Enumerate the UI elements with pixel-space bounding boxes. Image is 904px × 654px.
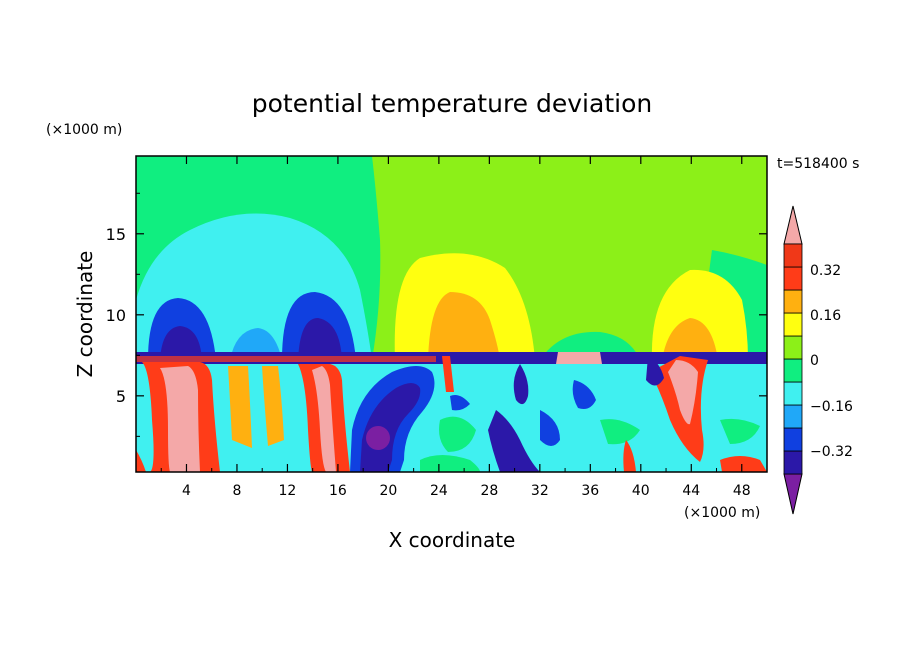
- x-tick-label: 36: [581, 483, 599, 499]
- y-unit-label: (×1000 m): [46, 122, 122, 138]
- colorbar-label: 0.32: [810, 263, 841, 279]
- x-tick-label: 12: [279, 483, 297, 499]
- x-tick-label: 8: [232, 483, 241, 499]
- colorbar-swatch: [783, 335, 803, 360]
- colorbar-extend-low: [783, 473, 803, 515]
- colorbar-swatch: [783, 358, 803, 383]
- region-mid-orange-1: [623, 440, 636, 472]
- x-axis-title: X coordinate: [389, 528, 516, 552]
- region-mid-blue-1: [540, 410, 560, 446]
- region-mid-pink-strip: [556, 352, 602, 364]
- colorbar-swatch: [783, 312, 803, 337]
- region-mid-navy-1: [488, 410, 540, 472]
- x-tick-label: 40: [632, 483, 650, 499]
- region-navy-dome-2: [298, 318, 342, 360]
- colorbar: 0.32 0.16 0 −0.16 −0.32: [783, 205, 853, 515]
- x-tick-label: 28: [480, 483, 498, 499]
- region-bottom-left-orange: [136, 450, 146, 472]
- region-mid-navy-2: [513, 364, 529, 405]
- region-warm-column-3-core: [668, 360, 698, 425]
- contour-field: [136, 156, 767, 472]
- colorbar-swatch: [783, 381, 803, 406]
- region-interface-light: [136, 356, 436, 362]
- region-orange-dome-2: [662, 318, 718, 360]
- region-bottom-mid-green: [420, 455, 480, 472]
- y-axis: 5 10 15: [106, 192, 767, 437]
- x-tick-label: 16: [329, 483, 347, 499]
- colorbar-label: −0.32: [810, 444, 853, 460]
- colorbar-swatch: [783, 404, 803, 429]
- region-purple-core: [366, 426, 390, 450]
- region-right-yellow: [720, 456, 767, 472]
- region-mid-blue-2: [450, 395, 470, 411]
- region-warm-column-1-core: [160, 366, 200, 472]
- colorbar-extend-high: [783, 205, 803, 245]
- y-tick-label: 10: [106, 306, 126, 325]
- region-orange-column-a: [228, 366, 252, 448]
- x-unit-label: (×1000 m): [684, 505, 760, 521]
- x-tick-label: 32: [531, 483, 549, 499]
- colorbar-swatch: [783, 427, 803, 452]
- colorbar-swatch: [783, 289, 803, 314]
- region-mid-orange-spike: [442, 356, 454, 392]
- region-mid-green-1: [439, 416, 476, 452]
- chart-title: potential temperature deviation: [252, 89, 652, 118]
- y-tick-label: 5: [116, 387, 126, 406]
- region-orange-dome-1: [428, 292, 500, 360]
- region-mid-green-2: [600, 419, 640, 445]
- region-mid-blue-3: [572, 380, 596, 409]
- colorbar-label: 0: [810, 353, 819, 369]
- x-tick-label: 24: [430, 483, 448, 499]
- x-tick-label: 20: [379, 483, 397, 499]
- colorbar-swatch: [783, 266, 803, 291]
- region-navy-dome-1: [160, 326, 202, 360]
- region-right-green: [720, 418, 760, 444]
- colorbar-label: −0.16: [810, 399, 853, 415]
- colorbar-swatch: [783, 450, 803, 475]
- x-tick-label: 4: [182, 483, 191, 499]
- region-navy-blob: [360, 383, 421, 472]
- region-warm-column-2-core: [312, 366, 336, 472]
- y-axis-title: Z coordinate: [73, 251, 97, 378]
- x-tick-label: 48: [733, 483, 751, 499]
- x-axis: 4 8 12 16 20 24 28 32 36 40 44 48: [160, 156, 751, 499]
- region-orange-column-b: [262, 366, 284, 446]
- time-label: t=518400 s: [777, 156, 859, 172]
- y-tick-label: 15: [106, 225, 126, 244]
- colorbar-swatch: [783, 243, 803, 268]
- colorbar-label: 0.16: [810, 308, 841, 324]
- x-tick-label: 44: [682, 483, 700, 499]
- region-right-navy: [646, 356, 664, 386]
- plot-frame: [135, 155, 768, 473]
